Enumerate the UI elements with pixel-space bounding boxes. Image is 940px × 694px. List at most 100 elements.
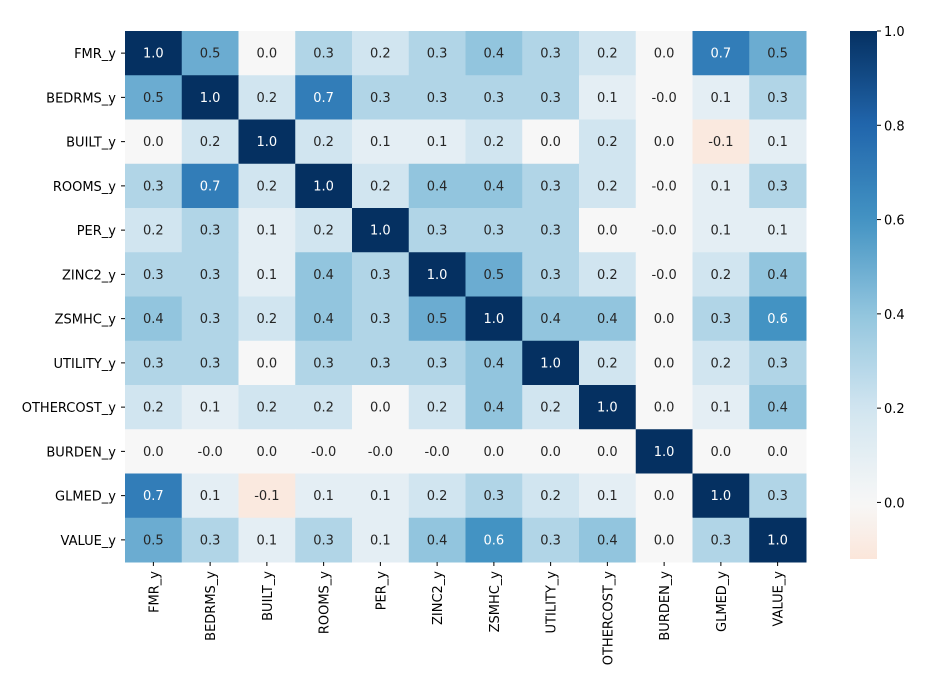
cell-value-label: 0.3: [767, 356, 788, 371]
colorbar-tick-label: 0.8: [884, 119, 905, 134]
cell-value-label: 0.5: [143, 91, 164, 106]
cell-value-label: 0.6: [484, 533, 505, 548]
cell-value-label: -0.0: [651, 179, 676, 194]
cell-value-label: 0.3: [484, 224, 505, 239]
heatmap-cell: [181, 119, 239, 165]
cell-value-label: 0.3: [200, 268, 221, 283]
heatmap-cell: [522, 75, 580, 120]
y-tick-label: ZINC2_y: [62, 268, 116, 283]
heatmap-cell: [238, 208, 296, 253]
heatmap-cell: [749, 429, 807, 474]
heatmap-cell: [749, 473, 807, 519]
cell-value-label: 0.2: [257, 401, 278, 416]
x-tick-label: PER_y: [374, 571, 389, 611]
cell-value-label: 0.0: [654, 356, 675, 371]
heatmap-cell: [522, 252, 580, 297]
cell-value-label: 0.3: [370, 268, 391, 283]
heatmap-cell: [579, 429, 637, 474]
colorbar-tick-label: 0.4: [884, 308, 905, 323]
heatmap-cell: [465, 119, 523, 165]
heatmap-cell: [522, 119, 580, 165]
heatmap-cell: [635, 296, 693, 342]
heatmap-cell: [692, 252, 750, 297]
cell-value-label: 0.4: [597, 533, 618, 548]
heatmap-cell: [579, 31, 637, 76]
cell-value-label: 0.1: [767, 135, 788, 150]
heatmap-cell: [125, 163, 183, 209]
heatmap-cell: [125, 473, 183, 519]
cell-value-label: 0.3: [711, 533, 732, 548]
heatmap-cell: [465, 31, 523, 76]
heatmap-cell: [465, 429, 523, 474]
cell-value-label: 0.0: [597, 224, 618, 239]
heatmap-cell: [692, 517, 750, 563]
heatmap-cell: [522, 296, 580, 342]
cell-value-label: 0.2: [540, 489, 561, 504]
heatmap-cell: [749, 296, 807, 342]
heatmap-cell: [238, 31, 296, 76]
cell-value-label: 0.1: [370, 489, 391, 504]
cell-value-label: 0.3: [540, 224, 561, 239]
heatmap-cell: [125, 385, 183, 430]
heatmap-cell: [295, 208, 353, 253]
cell-value-label: 0.0: [540, 445, 561, 460]
heatmap-cell: [692, 296, 750, 342]
heatmap-cell: [295, 517, 353, 563]
cell-value-label: 0.3: [540, 533, 561, 548]
cell-value-label: 0.7: [313, 91, 334, 106]
colorbar-ticks: 0.0 0.2 0.4 0.6 0.8 1.0: [877, 25, 905, 511]
heatmap-cell: [579, 163, 637, 209]
heatmap-cell: [125, 296, 183, 342]
cell-value-label: 1.0: [654, 445, 675, 460]
cell-value-label: 1.0: [484, 312, 505, 327]
x-tick-label: FMR_y: [147, 571, 162, 613]
cell-value-label: 0.3: [370, 356, 391, 371]
cell-value-label: 0.2: [484, 135, 505, 150]
heatmap-cell: [692, 385, 750, 430]
colorbar: 0.0 0.2 0.4 0.6 0.8 1.0: [850, 25, 905, 559]
x-tick-label: ROOMS_y: [318, 571, 333, 634]
cell-value-label: 0.2: [370, 179, 391, 194]
heatmap-cell: [635, 163, 693, 209]
cell-value-label: 0.0: [711, 445, 732, 460]
y-tick-label: FMR_y: [74, 47, 116, 62]
x-tick-label: GLMED_y: [715, 571, 730, 632]
cell-value-label: 0.1: [370, 135, 391, 150]
heatmap-cell: [749, 31, 807, 76]
cell-value-label: 0.2: [257, 91, 278, 106]
heatmap-cell: [352, 119, 410, 165]
heatmap-cell: [238, 385, 296, 430]
heatmap-cell: [408, 429, 466, 474]
cell-value-label: -0.0: [651, 268, 676, 283]
heatmap-cell: [352, 473, 410, 519]
cell-value-label: 0.0: [654, 135, 675, 150]
cell-value-label: 0.2: [597, 268, 618, 283]
heatmap-annotations: 1.0 0.5 0.0 0.3 0.2 0.3 0.4 0.3 0.2 0.0 0.7 0.5 0.5 1…: [143, 47, 788, 549]
heatmap-cells: [125, 31, 807, 563]
heatmap-cell: [579, 385, 637, 430]
heatmap-cell: [125, 75, 183, 120]
heatmap-cell: [238, 340, 296, 386]
heatmap-cell: [692, 429, 750, 474]
heatmap-cell: [749, 252, 807, 297]
heatmap-cell: [295, 31, 353, 76]
cell-value-label: 0.1: [200, 489, 221, 504]
cell-value-label: 0.0: [257, 47, 278, 62]
cell-value-label: 0.3: [427, 91, 448, 106]
x-axis-ticks: FMR_y BEDRMS_y BUILT_y ROOMS_y PER_y ZINC2_y Z…: [147, 562, 787, 665]
colorbar-tick-label: 0.2: [884, 402, 905, 417]
cell-value-label: 0.1: [597, 489, 618, 504]
cell-value-label: 0.0: [257, 445, 278, 460]
cell-value-label: 0.3: [540, 179, 561, 194]
cell-value-label: 0.3: [313, 47, 334, 62]
heatmap-cell: [635, 208, 693, 253]
heatmap-cell: [522, 163, 580, 209]
heatmap-cell: [181, 340, 239, 386]
heatmap-cell: [295, 296, 353, 342]
cell-value-label: 0.1: [370, 533, 391, 548]
heatmap-cell: [181, 385, 239, 430]
heatmap-cell: [692, 119, 750, 165]
heatmap-cell: [408, 75, 466, 120]
cell-value-label: 0.4: [143, 312, 164, 327]
cell-value-label: 0.5: [427, 312, 448, 327]
